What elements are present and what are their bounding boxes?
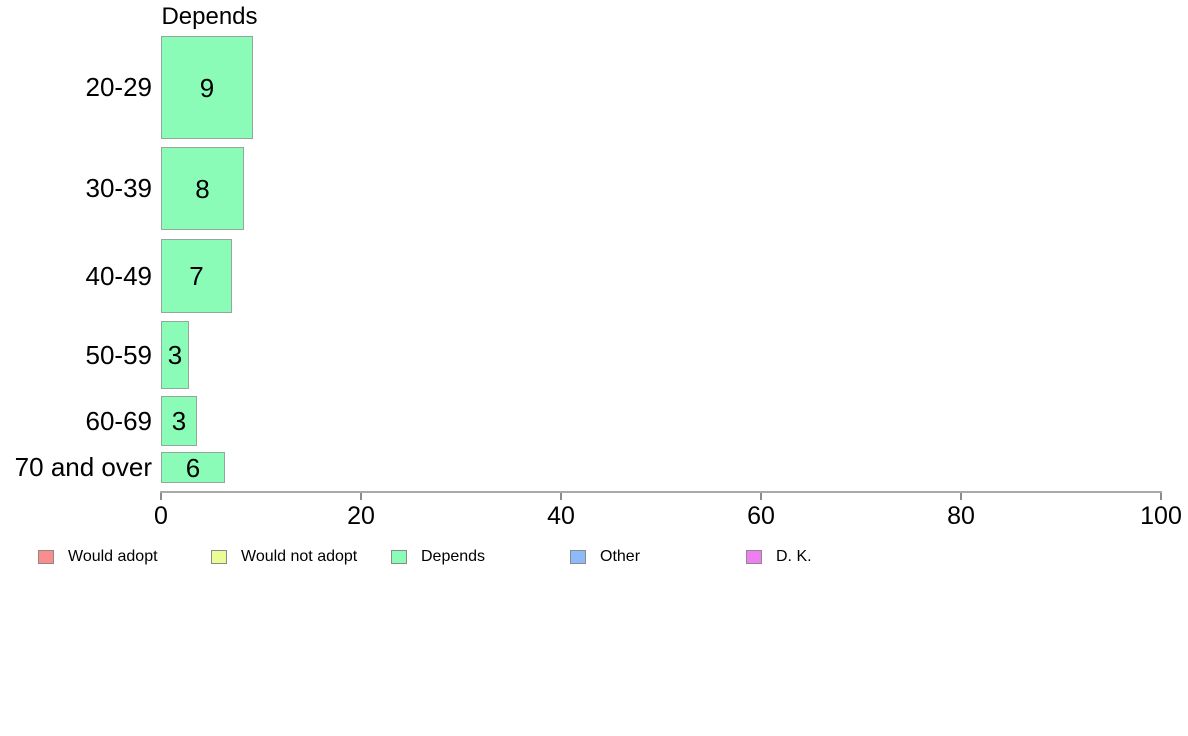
legend-swatch — [211, 549, 227, 564]
legend-swatch — [570, 549, 586, 564]
bar: 9 — [161, 36, 253, 139]
bar-value-label: 7 — [189, 261, 204, 291]
x-axis-tick-label: 80 — [947, 502, 975, 530]
bar-value-label: 8 — [195, 173, 210, 204]
legend-label: Depends — [421, 548, 486, 565]
x-axis-tick-label: 100 — [1140, 502, 1182, 530]
x-axis-tick — [760, 493, 762, 500]
x-axis-tick — [360, 493, 362, 500]
legend-item: Would adopt — [38, 547, 158, 566]
category-label: 40-49 — [85, 260, 153, 291]
bar-value-label: 6 — [185, 452, 201, 483]
legend-swatch — [746, 549, 762, 564]
category-label: 30-39 — [85, 173, 153, 203]
bar-value-label: 3 — [171, 406, 187, 436]
x-axis-line — [160, 491, 1162, 493]
x-axis-tick — [960, 493, 962, 500]
bar: 7 — [161, 239, 232, 313]
bar: 8 — [161, 147, 244, 230]
x-axis-tick-label: 20 — [347, 502, 375, 530]
category-label: 60-69 — [85, 405, 153, 436]
bar-value-label: 3 — [167, 340, 183, 370]
legend-label: Other — [600, 548, 641, 565]
legend-label: D. K. — [776, 548, 812, 565]
chart-title: Depends — [161, 3, 258, 30]
category-label: 50-59 — [85, 339, 153, 370]
legend-label: Would adopt — [68, 548, 158, 565]
x-axis-tick — [1160, 493, 1162, 500]
bar: 3 — [161, 396, 197, 446]
category-label: 20-29 — [85, 72, 153, 102]
x-axis-tick — [160, 493, 162, 500]
x-axis-tick-label: 0 — [154, 502, 168, 530]
legend-swatch — [38, 549, 54, 564]
x-axis-tick — [560, 493, 562, 500]
legend-item: D. K. — [746, 547, 812, 566]
x-axis-tick-label: 60 — [747, 502, 775, 530]
bar-value-label: 9 — [199, 72, 215, 103]
x-axis-tick-label: 40 — [547, 502, 575, 530]
bar: 6 — [161, 452, 225, 483]
legend-swatch — [391, 549, 407, 564]
category-label: 70 and over — [14, 452, 152, 482]
legend-item: Depends — [391, 547, 485, 566]
legend-item: Other — [570, 547, 640, 566]
bar: 3 — [161, 321, 189, 389]
legend-label: Would not adopt — [241, 548, 358, 565]
legend-item: Would not adopt — [211, 547, 357, 566]
